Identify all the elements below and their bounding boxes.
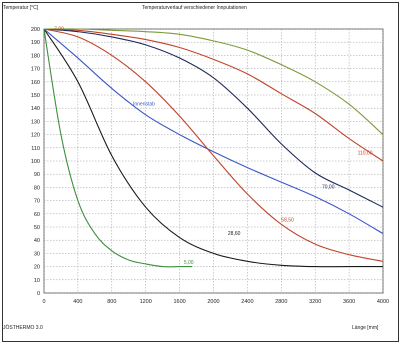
y-tick-label: 180 [31, 53, 40, 59]
y-tick-label: 120 [31, 133, 40, 139]
y-tick-label: 160 [31, 80, 40, 86]
x-tick-label: 1600 [173, 299, 185, 305]
y-axis-label: Temperatur [°C] [3, 5, 39, 11]
series-line-7 [43, 28, 384, 136]
y-tick-label: 50 [34, 225, 40, 231]
y-tick-label: 0 [37, 291, 40, 297]
y-tick-label: 200 [31, 27, 40, 33]
x-tick-label: 2800 [275, 299, 287, 305]
tick-labels: 0 400 800 1200 1600 2000 2400 2800 3200 3600 4000 0… [31, 27, 389, 305]
series-label-1: 5,00 [184, 260, 194, 266]
x-tick-label: 800 [107, 299, 116, 305]
software-footer: JÖSTHERMO 3.0 [3, 325, 43, 331]
y-tick-label: 100 [31, 159, 40, 165]
y-tick-label: 170 [31, 67, 40, 73]
series-label-6: 7,00 [54, 26, 64, 32]
x-tick-label: 2400 [241, 299, 253, 305]
series-line-5 [43, 28, 384, 162]
chart-frame [2, 2, 399, 342]
series-group [43, 28, 384, 268]
series-line-6 [43, 28, 384, 208]
series-label-4: 70,00 [322, 185, 335, 191]
y-tick-label: 20 [34, 265, 40, 271]
x-tick-label: 3200 [309, 299, 321, 305]
series-line-2 [43, 28, 383, 268]
y-tick-label: 40 [34, 238, 40, 244]
x-tick-label: 1200 [140, 299, 152, 305]
chart-title: Temperaturverlauf verschiedener Innputat… [142, 5, 247, 11]
y-tick-label: 110 [31, 146, 40, 152]
series-line-3 [43, 28, 384, 235]
x-tick-label: 3600 [343, 299, 355, 305]
series-line-1 [43, 28, 193, 268]
y-tick-label: 150 [31, 93, 40, 99]
y-tick-label: 140 [31, 106, 40, 112]
series-label-7: Innenstab [133, 102, 155, 108]
series-line-4 [43, 28, 384, 262]
y-tick-label: 130 [31, 119, 40, 125]
y-tick-label: 30 [34, 251, 40, 257]
series-label-3: 58,50 [281, 218, 294, 224]
y-tick-label: 10 [34, 278, 40, 284]
x-tick-label: 0 [42, 299, 45, 305]
series-label-5: 110,00 [358, 150, 373, 156]
annotations: 5,00 28,60 58,50 70,00 110,00 7,00 Innenstab [54, 26, 373, 266]
x-axis-label: Länge [mm] [352, 325, 379, 331]
x-tick-label: 400 [73, 299, 82, 305]
y-tick-label: 80 [34, 185, 40, 191]
y-tick-label: 60 [34, 212, 40, 218]
x-tick-label: 4000 [377, 299, 389, 305]
y-tick-label: 70 [34, 199, 40, 205]
x-tick-label: 2000 [207, 299, 219, 305]
y-tick-label: 90 [34, 172, 40, 178]
series-label-2: 28,60 [228, 231, 241, 237]
y-tick-label: 190 [31, 40, 40, 46]
